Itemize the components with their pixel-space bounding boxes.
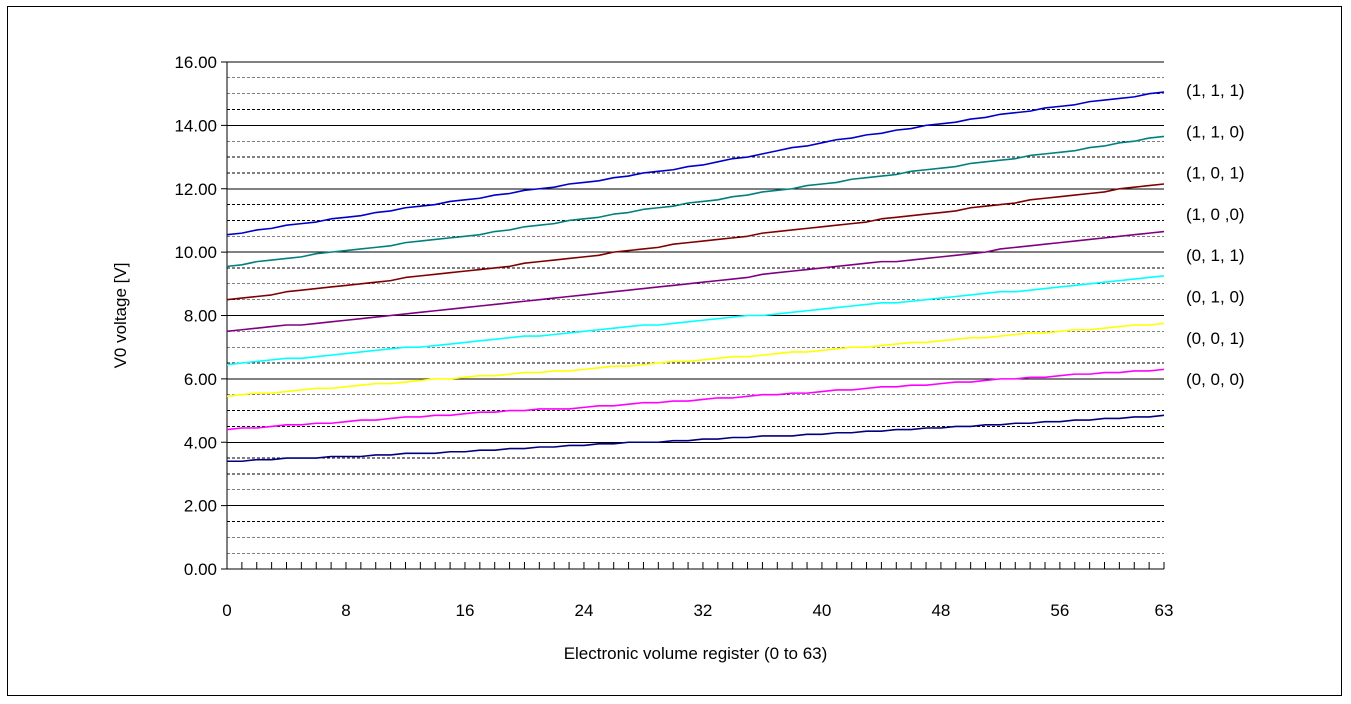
grid-lines <box>227 61 1164 554</box>
x-tick-label: 40 <box>812 601 831 620</box>
series-label: (0, 1, 0) <box>1186 288 1245 307</box>
chart-frame: 0.00 2.00 4.00 6.00 8.00 10.00 12.00 14.00 16.00… <box>7 6 1342 696</box>
y-tick-label: 12.00 <box>174 180 217 199</box>
x-tick-labels: 0 8 16 24 32 40 48 56 63 <box>222 601 1173 620</box>
series-label: (0, 1, 1) <box>1186 246 1245 265</box>
y-tick-label: 10.00 <box>174 243 217 262</box>
axes <box>221 61 1165 570</box>
y-tick-label: 16.00 <box>174 53 217 72</box>
series-lines <box>226 91 1165 463</box>
y-tick-label: 8.00 <box>184 307 217 326</box>
series-line-0 <box>226 91 1165 236</box>
x-tick-label: 0 <box>222 601 231 620</box>
series-label: (1, 0 ,0) <box>1186 205 1245 224</box>
y-tick-label: 2.00 <box>184 497 217 516</box>
series-line-2 <box>226 183 1165 301</box>
x-tick-label: 24 <box>574 601 593 620</box>
line-chart: 0.00 2.00 4.00 6.00 8.00 10.00 12.00 14.00 16.00… <box>111 53 1245 663</box>
series-line-4 <box>226 275 1165 366</box>
y-tick-labels: 0.00 2.00 4.00 6.00 8.00 10.00 12.00 14.00 16.00 <box>174 53 217 579</box>
y-tick-label: 4.00 <box>184 433 217 452</box>
series-line-1 <box>226 135 1165 268</box>
series-line-6 <box>226 368 1165 431</box>
x-tick-label: 56 <box>1050 601 1069 620</box>
series-line-5 <box>226 322 1165 398</box>
series-label: (0, 0, 1) <box>1186 329 1245 348</box>
x-tick-label: 8 <box>341 601 350 620</box>
series-label: (0, 0, 0) <box>1186 370 1245 389</box>
x-tick-label: 16 <box>456 601 475 620</box>
y-tick-label: 14.00 <box>174 116 217 135</box>
series-line-3 <box>226 230 1165 333</box>
series-label: (1, 0, 1) <box>1186 164 1245 183</box>
y-tick-label: 6.00 <box>184 370 217 389</box>
y-tick-label: 0.00 <box>184 560 217 579</box>
x-tick-label: 32 <box>693 601 712 620</box>
series-labels: (1, 1, 1) (1, 1, 0) (1, 0, 1) (1, 0 ,0) (0, … <box>1186 81 1245 389</box>
series-label: (1, 1, 0) <box>1186 122 1245 141</box>
x-axis-title: Electronic volume register (0 to 63) <box>564 644 828 663</box>
y-axis-title: V0 voltage [V] <box>111 263 130 369</box>
series-line-7 <box>227 414 1165 463</box>
x-tick-label: 48 <box>931 601 950 620</box>
series-label: (1, 1, 1) <box>1186 81 1245 100</box>
x-tick-label: 63 <box>1155 601 1174 620</box>
